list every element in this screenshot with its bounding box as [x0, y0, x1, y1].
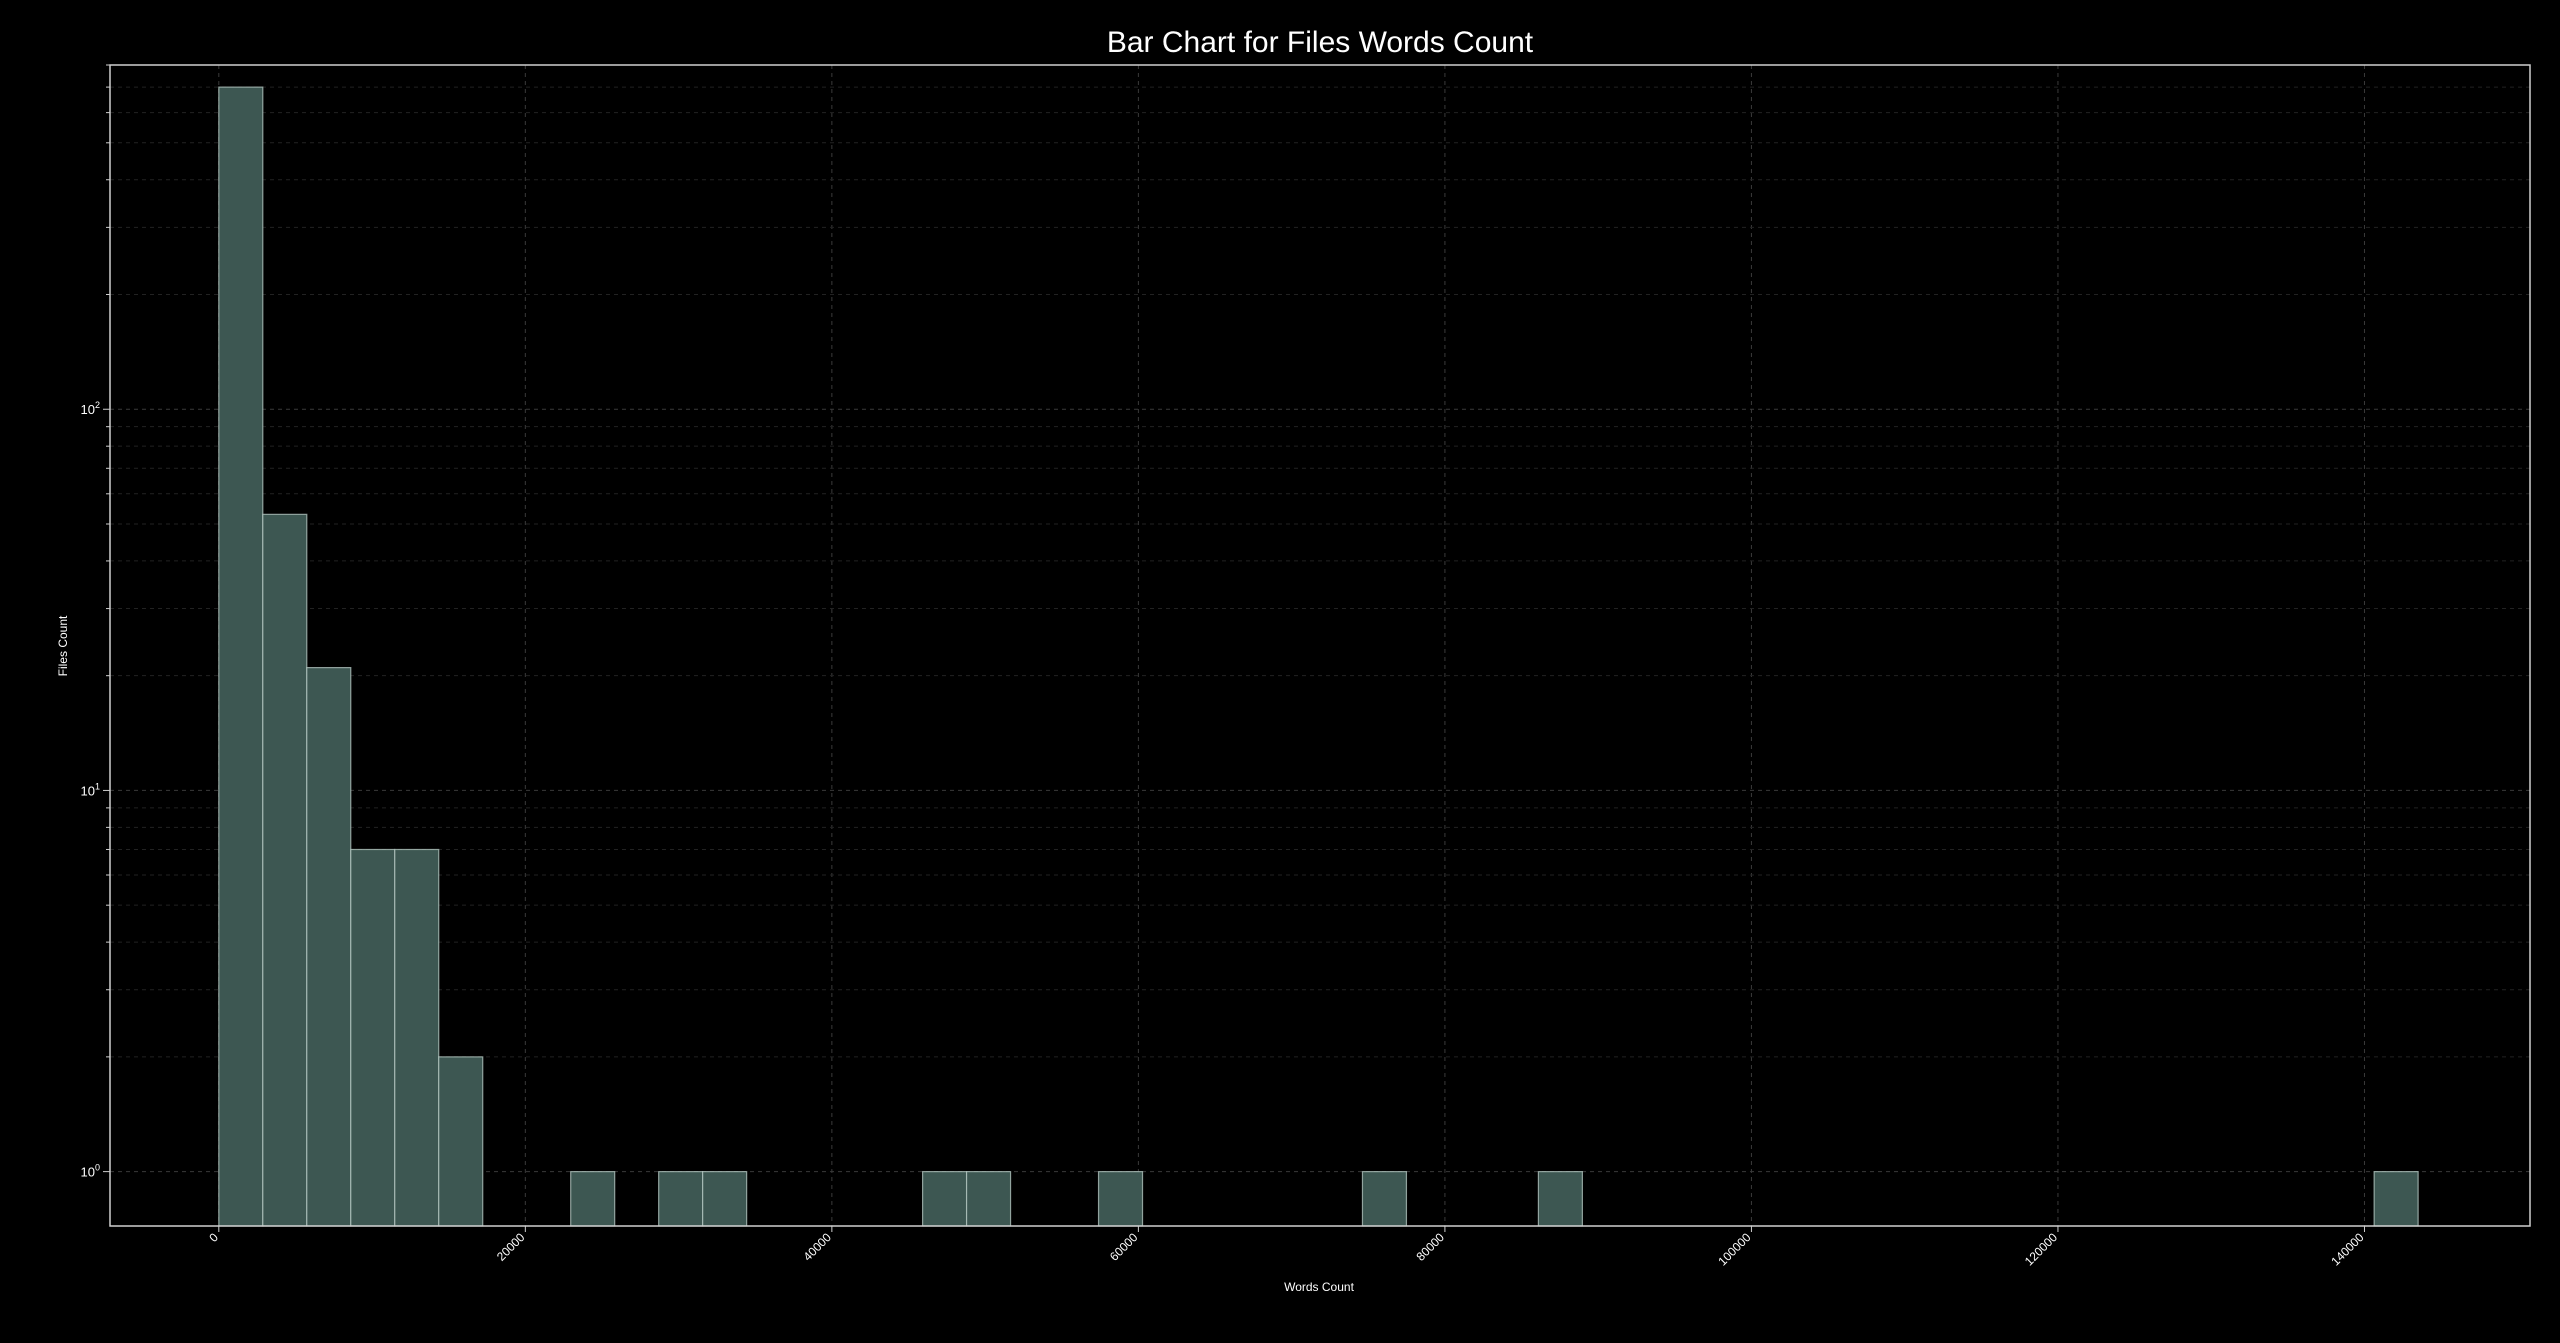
y-tick-label: 101 — [81, 781, 100, 798]
grid-lines — [110, 64, 2530, 1226]
y-tick-label: 100 — [81, 1163, 100, 1180]
histogram-bar — [1537, 1171, 1583, 1227]
histogram-bar — [570, 1171, 616, 1227]
x-tick-label: 140000 — [2328, 1230, 2366, 1268]
histogram-bar — [218, 86, 264, 1227]
histogram-bar — [658, 1171, 704, 1227]
chart-title: Bar Chart for Files Words Count — [1106, 26, 1534, 59]
x-tick-label: 100000 — [1715, 1230, 1753, 1268]
histogram-bar — [2373, 1171, 2419, 1227]
x-tick-label: 20000 — [494, 1230, 528, 1264]
histogram-bar — [1361, 1171, 1408, 1227]
bars — [218, 86, 2419, 1227]
histogram-bar — [394, 848, 440, 1227]
x-tick-label: 40000 — [800, 1230, 834, 1264]
x-tick-label: 80000 — [1414, 1230, 1448, 1264]
x-axis-label: Words Count — [1284, 1280, 1354, 1294]
y-axis-ticks: 100 101 102 — [81, 64, 110, 1180]
histogram-bar — [306, 667, 352, 1227]
histogram-bar — [921, 1171, 968, 1227]
histogram-bar — [965, 1171, 1012, 1227]
y-axis-label: Files Count — [56, 615, 70, 677]
x-axis-ticks: 0 20000 40000 60000 80000 100000 120000 140000 — [206, 1226, 2367, 1268]
y-tick-label: 102 — [81, 400, 100, 417]
histogram-bar — [702, 1171, 748, 1227]
histogram-bar — [1097, 1171, 1144, 1227]
histogram-bar — [350, 848, 396, 1227]
histogram-bar — [438, 1056, 484, 1227]
plot-frame — [109, 64, 2531, 1227]
x-tick-label: 0 — [206, 1230, 221, 1245]
histogram-bar — [262, 513, 308, 1227]
x-tick-label: 120000 — [2022, 1230, 2060, 1268]
x-tick-label: 60000 — [1107, 1230, 1141, 1264]
